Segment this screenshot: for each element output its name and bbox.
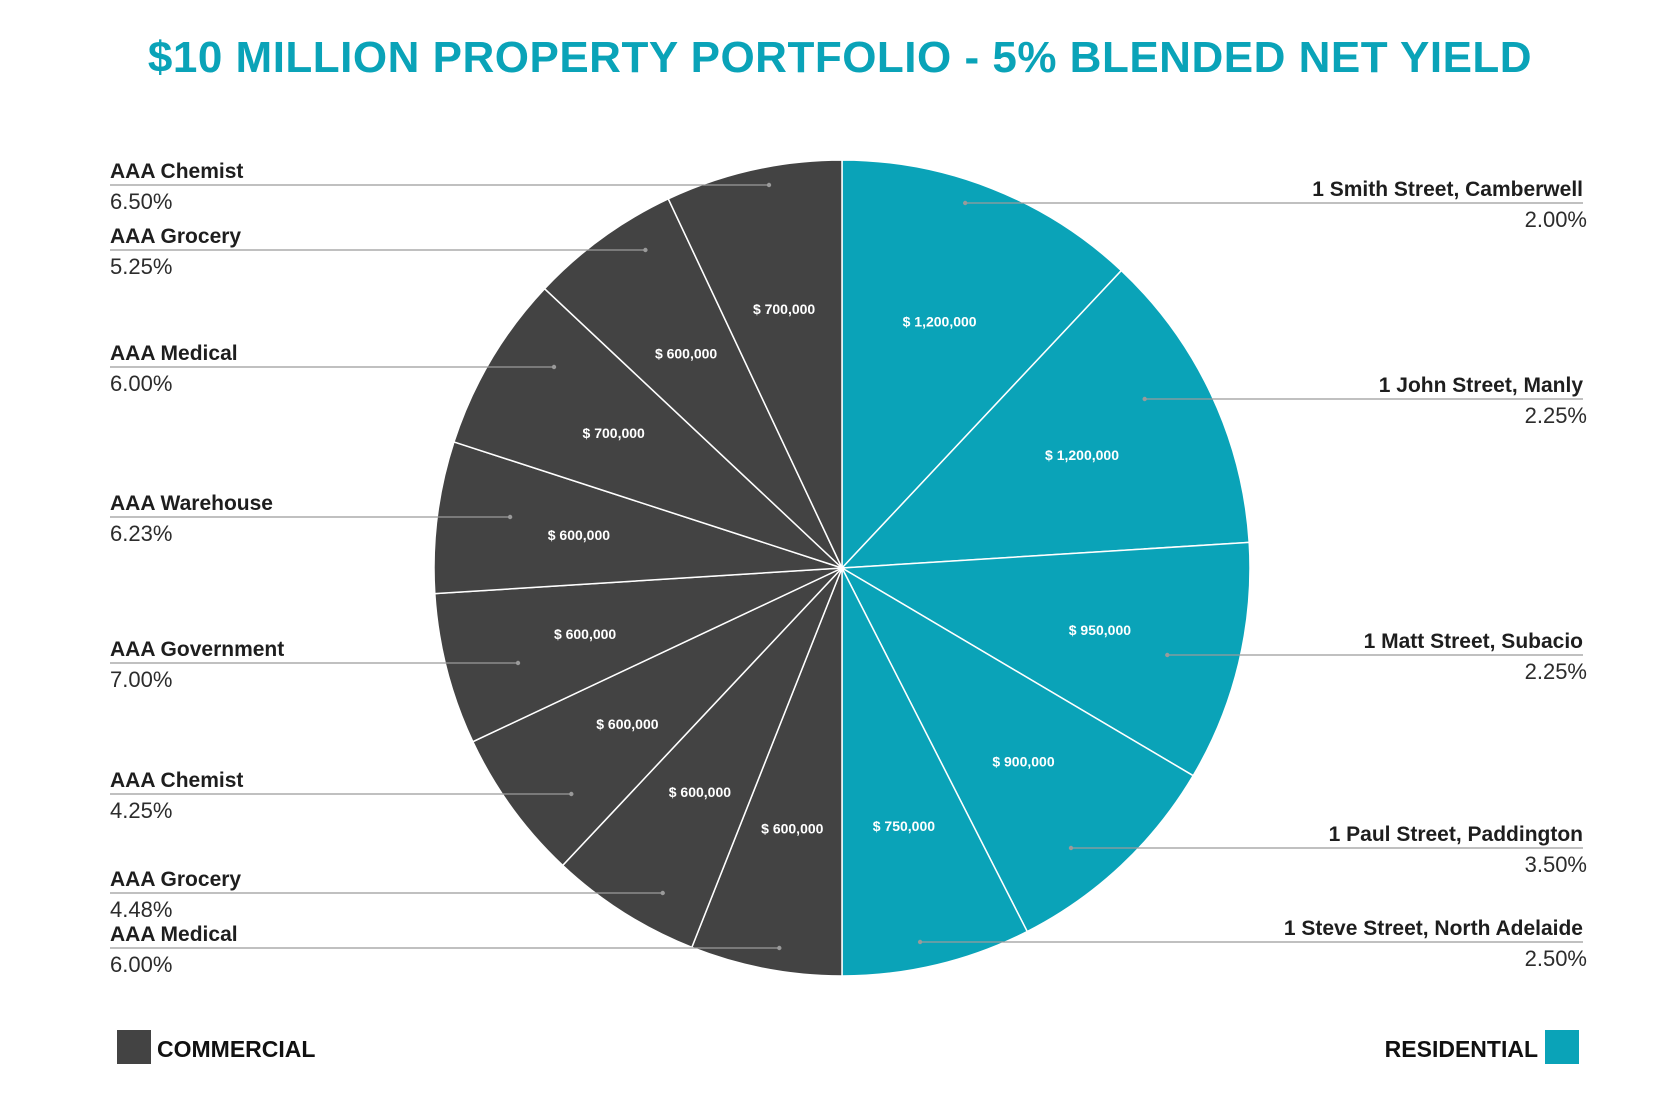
slice-yield-label: 7.00% bbox=[110, 667, 172, 692]
slice-yield-label: 2.25% bbox=[1525, 403, 1587, 428]
slice-yield-label: 2.25% bbox=[1525, 659, 1587, 684]
slice-yield-label: 6.00% bbox=[110, 371, 172, 396]
pie-slice bbox=[840, 269, 1250, 569]
pie-slice bbox=[841, 159, 1123, 570]
slice-name-label: AAA Grocery bbox=[110, 868, 241, 891]
legend-label-residential: RESIDENTIAL bbox=[1385, 1036, 1538, 1062]
slice-value-label: $ 700,000 bbox=[753, 301, 815, 317]
pie-slice bbox=[471, 567, 843, 867]
slice-value-label: $ 1,200,000 bbox=[1045, 447, 1119, 463]
slice-value-label: $ 600,000 bbox=[548, 527, 610, 543]
slice-name-label: 1 Smith Street, Camberwell bbox=[1312, 178, 1583, 201]
slice-value-label: $ 1,200,000 bbox=[903, 313, 977, 329]
slice-yield-label: 2.50% bbox=[1525, 946, 1587, 971]
slice-yield-label: 6.00% bbox=[110, 952, 172, 977]
slice-name-label: AAA Government bbox=[110, 638, 284, 661]
legend-swatch-residential bbox=[1545, 1030, 1579, 1064]
pie-slice bbox=[434, 567, 843, 743]
slice-name-label: AAA Grocery bbox=[110, 225, 241, 248]
pie-slice bbox=[667, 159, 843, 569]
slice-value-label: $ 900,000 bbox=[992, 753, 1054, 769]
slice-yield-label: 4.48% bbox=[110, 897, 172, 922]
slice-yield-label: 4.25% bbox=[110, 798, 172, 823]
slice-value-labels: $ 1,200,000 $ 1,200,000 $ 950,000 $ 900,000… bbox=[548, 301, 1131, 836]
slice-callout-labels: 1 Smith Street, Camberwell 2.00% 1 John St… bbox=[110, 160, 1587, 977]
legend-label-commercial: COMMERCIAL bbox=[157, 1036, 315, 1062]
slice-value-label: $ 700,000 bbox=[583, 425, 645, 441]
slice-name-label: AAA Medical bbox=[110, 923, 238, 946]
pie-slice bbox=[839, 541, 1251, 777]
pie-slice bbox=[841, 567, 1029, 977]
slice-name-label: 1 Paul Street, Paddington bbox=[1329, 823, 1583, 846]
pie-slice bbox=[561, 567, 843, 949]
legend: COMMERCIAL RESIDENTIAL bbox=[117, 1030, 1579, 1064]
slice-name-label: 1 Matt Street, Subacio bbox=[1364, 630, 1583, 653]
slice-value-label: $ 950,000 bbox=[1069, 622, 1131, 638]
pie-slice bbox=[543, 197, 843, 569]
slice-value-label: $ 750,000 bbox=[873, 818, 935, 834]
legend-swatch-commercial bbox=[117, 1030, 151, 1064]
slice-yield-label: 6.23% bbox=[110, 521, 172, 546]
pie-slice bbox=[690, 567, 843, 977]
slice-name-label: AAA Chemist bbox=[110, 769, 243, 792]
slice-value-label: $ 600,000 bbox=[655, 345, 717, 361]
pie-slice bbox=[453, 287, 843, 569]
pie-slices bbox=[433, 159, 1251, 977]
slice-name-label: AAA Chemist bbox=[110, 160, 243, 183]
chart-title: $10 MILLION PROPERTY PORTFOLIO - 5% BLEN… bbox=[148, 33, 1532, 82]
slice-value-label: $ 600,000 bbox=[761, 821, 823, 837]
slice-yield-label: 3.50% bbox=[1525, 852, 1587, 877]
slice-yield-label: 5.25% bbox=[110, 254, 172, 279]
slice-value-label: $ 600,000 bbox=[554, 626, 616, 642]
slice-name-label: AAA Medical bbox=[110, 342, 238, 365]
slice-yield-label: 2.00% bbox=[1525, 207, 1587, 232]
slice-value-label: $ 600,000 bbox=[669, 784, 731, 800]
slice-name-label: 1 John Street, Manly bbox=[1379, 374, 1584, 397]
pie-slice bbox=[840, 566, 1195, 933]
slice-yield-label: 6.50% bbox=[110, 189, 172, 214]
slice-value-label: $ 600,000 bbox=[596, 716, 658, 732]
slice-name-label: 1 Steve Street, North Adelaide bbox=[1284, 917, 1583, 940]
slice-name-label: AAA Warehouse bbox=[110, 492, 273, 515]
